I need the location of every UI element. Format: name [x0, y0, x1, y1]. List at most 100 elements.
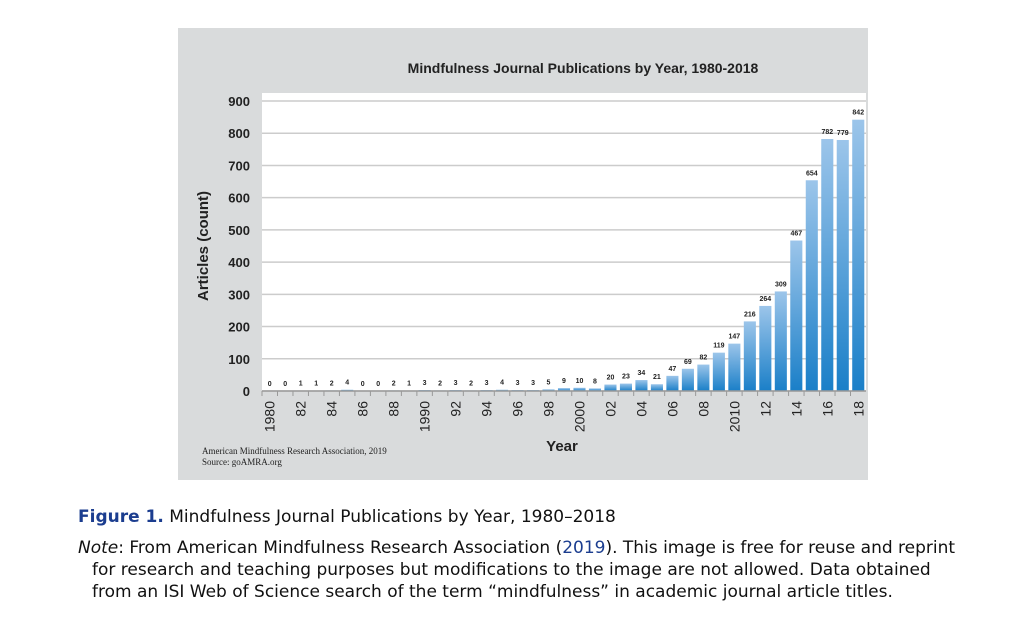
bar: [805, 180, 818, 391]
bar: [588, 388, 602, 391]
y-tick-label: 500: [228, 223, 250, 238]
figure-caption: Figure 1. Mindfulness Journal Publicatio…: [78, 506, 616, 528]
data-label: 3: [423, 380, 427, 387]
data-label: 3: [454, 380, 458, 387]
data-label: 467: [790, 231, 802, 238]
data-label: 119: [713, 343, 724, 350]
x-axis-label: Year: [546, 438, 578, 455]
chart-figure: Mindfulness Journal Publications by Year…: [178, 28, 868, 480]
data-label: 3: [485, 380, 489, 387]
data-label: 782: [821, 129, 833, 136]
x-tick-label: 06: [664, 401, 680, 417]
note-text: ). This image is free for reuse and repr…: [605, 538, 956, 558]
x-tick-label: 2000: [571, 401, 587, 432]
y-tick-label: 900: [228, 94, 250, 109]
bar: [743, 321, 756, 391]
data-label: 2: [469, 380, 473, 387]
bar: [681, 368, 694, 391]
bar: [542, 389, 555, 391]
bar: [774, 291, 787, 391]
data-label: 82: [699, 355, 707, 362]
data-label: 47: [669, 366, 677, 373]
x-tick-label: 12: [757, 401, 773, 417]
x-tick-label: 04: [633, 401, 649, 417]
data-label: 1: [314, 381, 318, 388]
data-label: 2: [438, 380, 442, 387]
x-tick-label: 08: [695, 401, 711, 417]
x-tick-label: 96: [510, 401, 526, 417]
y-tick-label: 400: [228, 255, 250, 270]
figure-note: Note: From American Mindfulness Research…: [78, 537, 978, 603]
x-tick-label: 1980: [262, 401, 278, 432]
bar: [697, 364, 710, 391]
x-tick-label: 92: [448, 401, 464, 417]
x-tick-label: 02: [602, 401, 618, 417]
bar: [821, 139, 834, 391]
citation-link[interactable]: 2019: [562, 538, 606, 558]
y-tick-label: 300: [228, 287, 250, 302]
x-tick-label: 94: [479, 401, 495, 417]
data-label: 3: [516, 380, 520, 387]
data-label: 10: [576, 378, 584, 385]
data-label: 23: [622, 374, 630, 381]
source-note: Source: goAMRA.org: [202, 457, 282, 467]
y-tick-label: 0: [243, 384, 250, 399]
note-text: : From American Mindfulness Research Ass…: [118, 538, 563, 558]
bar: [635, 380, 648, 391]
x-tick-label: 84: [324, 401, 340, 417]
bar: [712, 352, 725, 391]
bar: [852, 119, 865, 391]
note-text: from an ISI Web of Science search of the…: [92, 582, 893, 602]
data-label: 20: [607, 375, 615, 382]
data-label: 21: [653, 374, 661, 381]
bar: [573, 387, 586, 391]
bar: [836, 139, 849, 391]
data-label: 4: [345, 380, 349, 387]
y-tick-label: 800: [228, 126, 250, 141]
data-label: 264: [759, 296, 771, 303]
y-tick-label: 100: [228, 352, 250, 367]
data-label: 0: [268, 381, 272, 388]
x-tick-label: 2010: [726, 401, 742, 432]
y-axis-label: Articles (count): [195, 191, 212, 301]
data-label: 2: [392, 380, 396, 387]
data-label: 0: [376, 381, 380, 388]
data-label: 4: [500, 380, 504, 387]
x-tick-label: 18: [850, 401, 866, 417]
data-label: 8: [593, 378, 597, 385]
note-text: for research and teaching purposes but m…: [92, 560, 931, 580]
data-label: 842: [852, 110, 864, 117]
x-tick-label: 14: [788, 401, 804, 417]
data-label: 654: [806, 170, 818, 177]
data-label: 309: [775, 281, 787, 288]
bar: [728, 343, 741, 391]
bar: [604, 384, 617, 391]
data-label: 216: [744, 311, 756, 318]
data-label: 1: [407, 381, 411, 388]
note-label: Note: [78, 538, 119, 558]
bar: [790, 240, 803, 391]
x-tick-label: 88: [386, 401, 402, 417]
bar: [557, 388, 571, 391]
data-label: 0: [283, 381, 287, 388]
data-label: 9: [562, 378, 566, 385]
data-label: 69: [684, 359, 692, 366]
y-tick-label: 700: [228, 158, 250, 173]
data-label: 34: [638, 370, 646, 377]
data-label: 3: [531, 380, 535, 387]
data-label: 147: [729, 334, 741, 341]
figure-label: Figure 1.: [78, 507, 164, 527]
x-tick-label: 98: [541, 401, 557, 417]
x-tick-label: 16: [819, 401, 835, 417]
chart-title: Mindfulness Journal Publications by Year…: [408, 60, 759, 76]
data-label: 2: [330, 380, 334, 387]
bar: [650, 384, 663, 391]
figure-title: Mindfulness Journal Publications by Year…: [169, 507, 616, 527]
y-tick-label: 200: [228, 320, 250, 335]
bar: [759, 305, 772, 391]
bar: [666, 375, 679, 391]
bar-chart: Mindfulness Journal Publications by Year…: [195, 60, 866, 467]
y-tick-label: 600: [228, 191, 250, 206]
data-label: 779: [837, 130, 849, 137]
source-note: American Mindfulness Research Associatio…: [202, 446, 387, 456]
